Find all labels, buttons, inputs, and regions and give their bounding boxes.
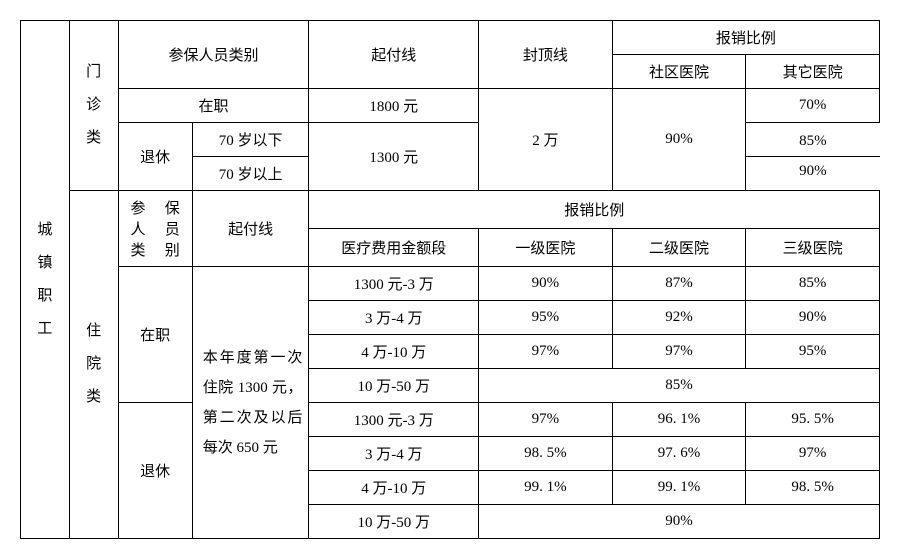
main-title-text: 城镇职工 xyxy=(29,214,61,346)
op-row-retired: 退休 xyxy=(118,123,192,191)
ip-r-b1: 1300 元-3 万 xyxy=(309,403,479,437)
ip-r-b4: 10 万-50 万 xyxy=(309,505,479,539)
op-row-active: 在职 xyxy=(118,89,309,123)
op-h-ratio: 报销比例 xyxy=(612,21,879,55)
ip-a-b4-all: 85% xyxy=(479,369,880,403)
ip-r-b2-l2: 97. 6% xyxy=(612,437,746,471)
ip-h-l2: 二级医院 xyxy=(612,229,746,267)
ip-h-l3: 三级医院 xyxy=(746,229,880,267)
ip-h-deductible: 起付线 xyxy=(192,191,309,267)
ip-h-l1: 一级医院 xyxy=(479,229,613,267)
ip-h-category: 参 保 人 员 类 别 xyxy=(118,191,192,267)
section-inpatient: 住院类 xyxy=(69,191,118,539)
ip-r-b2-l1: 98. 5% xyxy=(479,437,613,471)
section-inpatient-text: 住院类 xyxy=(78,315,110,414)
ip-a-b1-l1: 90% xyxy=(479,267,613,301)
op-retired-deductible: 1300 元 xyxy=(309,123,479,191)
ip-a-b2: 3 万-4 万 xyxy=(309,301,479,335)
ip-r-b3-l1: 99. 1% xyxy=(479,471,613,505)
section-outpatient: 门诊类 xyxy=(69,21,118,191)
ip-r-b3-l2: 99. 1% xyxy=(612,471,746,505)
op-h-community: 社区医院 xyxy=(612,55,746,89)
section-outpatient-text: 门诊类 xyxy=(78,56,110,155)
op-cap: 2 万 xyxy=(479,89,613,191)
ip-a-b4: 10 万-50 万 xyxy=(309,369,479,403)
op-comm-rate: 90% xyxy=(612,89,746,191)
ip-r-b3-l3: 98. 5% xyxy=(746,471,880,505)
ip-r-b3: 4 万-10 万 xyxy=(309,471,479,505)
op-other-active: 70% xyxy=(746,89,880,123)
ip-row-active: 在职 xyxy=(118,267,192,403)
ip-a-b3-l1: 97% xyxy=(479,335,613,369)
ip-r-b1-l3: 95. 5% xyxy=(746,403,880,437)
ip-h-bracket: 医疗费用金额段 xyxy=(309,229,479,267)
op-h-category: 参保人员类别 xyxy=(118,21,309,89)
ip-h-ratio: 报销比例 xyxy=(309,191,880,229)
op-ret-sub2: 70 岁以上 xyxy=(193,157,309,191)
op-h-cap: 封顶线 xyxy=(479,21,613,89)
op-ret-sub1: 70 岁以下 xyxy=(193,123,309,157)
ip-a-b3: 4 万-10 万 xyxy=(309,335,479,369)
ip-r-b1-l1: 97% xyxy=(479,403,613,437)
op-other-ret1: 85% xyxy=(746,127,879,157)
main-title: 城镇职工 xyxy=(21,21,70,539)
ip-r-b2-l3: 97% xyxy=(746,437,880,471)
ip-a-b1: 1300 元-3 万 xyxy=(309,267,479,301)
ip-a-b3-l3: 95% xyxy=(746,335,880,369)
ip-a-b2-l2: 92% xyxy=(612,301,746,335)
ip-a-b2-l3: 90% xyxy=(746,301,880,335)
ip-r-b2: 3 万-4 万 xyxy=(309,437,479,471)
ip-a-b2-l1: 95% xyxy=(479,301,613,335)
op-h-deductible: 起付线 xyxy=(309,21,479,89)
ip-a-b1-l3: 85% xyxy=(746,267,880,301)
ip-r-b4-all: 90% xyxy=(479,505,880,539)
ip-row-retired: 退休 xyxy=(118,403,192,539)
reimbursement-table: 城镇职工 门诊类 参保人员类别 起付线 封顶线 报销比例 社区医院 其它医院 在… xyxy=(20,20,880,539)
ip-a-b3-l2: 97% xyxy=(612,335,746,369)
op-active-deductible: 1800 元 xyxy=(309,89,479,123)
op-other-ret2: 90% xyxy=(746,157,879,187)
ip-r-b1-l2: 96. 1% xyxy=(612,403,746,437)
ip-a-b1-l2: 87% xyxy=(612,267,746,301)
ip-deductible-text: 本年度第一次住院 1300 元，第二次及以后每次 650 元 xyxy=(192,267,309,539)
op-h-other: 其它医院 xyxy=(746,55,880,89)
